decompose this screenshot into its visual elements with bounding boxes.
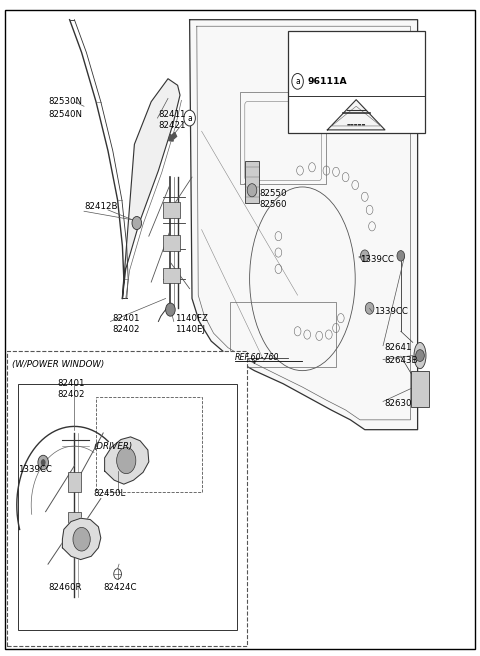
Bar [245,161,259,203]
Bar [240,92,326,184]
Text: 82630: 82630 [384,399,411,408]
Text: REF.60-760: REF.60-760 [235,353,279,362]
Bar [96,397,202,492]
Text: 82450L: 82450L [94,489,126,498]
Text: 82641: 82641 [384,343,411,352]
Text: 1339CC: 1339CC [360,255,394,264]
Text: 82421: 82421 [158,121,186,131]
Text: (DRIVER): (DRIVER) [94,441,133,451]
Circle shape [132,216,142,230]
Text: 82560: 82560 [259,200,287,209]
Bar [18,384,237,630]
Polygon shape [62,518,101,560]
Circle shape [38,455,48,470]
Text: ▬▬▬▬▬: ▬▬▬▬▬ [347,122,366,126]
Circle shape [166,303,175,316]
Circle shape [247,184,257,197]
Text: 82643B: 82643B [384,356,418,365]
Text: 82540N: 82540N [48,110,82,119]
Bar [163,235,180,251]
Polygon shape [105,437,149,484]
Bar [288,31,425,133]
Circle shape [365,302,374,314]
Text: a: a [187,113,192,123]
Polygon shape [327,100,385,130]
Bar [163,268,180,283]
Text: 82460R: 82460R [48,583,82,592]
Text: 82530N: 82530N [48,97,82,106]
Circle shape [117,447,136,474]
FancyArrow shape [168,133,177,141]
Circle shape [184,110,195,126]
Text: 82412B: 82412B [84,202,118,211]
Text: 82401: 82401 [113,314,140,323]
Text: 82411: 82411 [158,110,186,119]
Text: 1140FZ: 1140FZ [175,314,208,323]
Circle shape [360,250,369,262]
Circle shape [73,527,90,551]
Text: a: a [295,77,300,86]
Bar [7,351,247,646]
Circle shape [41,459,46,466]
Text: 82550: 82550 [259,189,287,198]
Text: 1339CC: 1339CC [374,307,408,316]
Polygon shape [122,79,180,298]
Text: 82424C: 82424C [103,583,137,592]
Text: (W/POWER WINDOW): (W/POWER WINDOW) [12,359,104,369]
Text: 1140EJ: 1140EJ [175,325,205,334]
Text: 82401: 82401 [58,379,85,388]
Bar [163,202,180,218]
Polygon shape [190,20,418,430]
Text: 1339CC: 1339CC [18,464,52,474]
Bar [68,472,81,492]
Text: 96111A: 96111A [307,77,347,86]
Bar [68,512,81,531]
Circle shape [416,350,424,361]
Bar [230,302,336,367]
Bar [411,371,429,407]
Circle shape [397,251,405,261]
Ellipse shape [414,342,426,369]
Text: 82402: 82402 [113,325,140,334]
Text: 82402: 82402 [58,390,85,400]
